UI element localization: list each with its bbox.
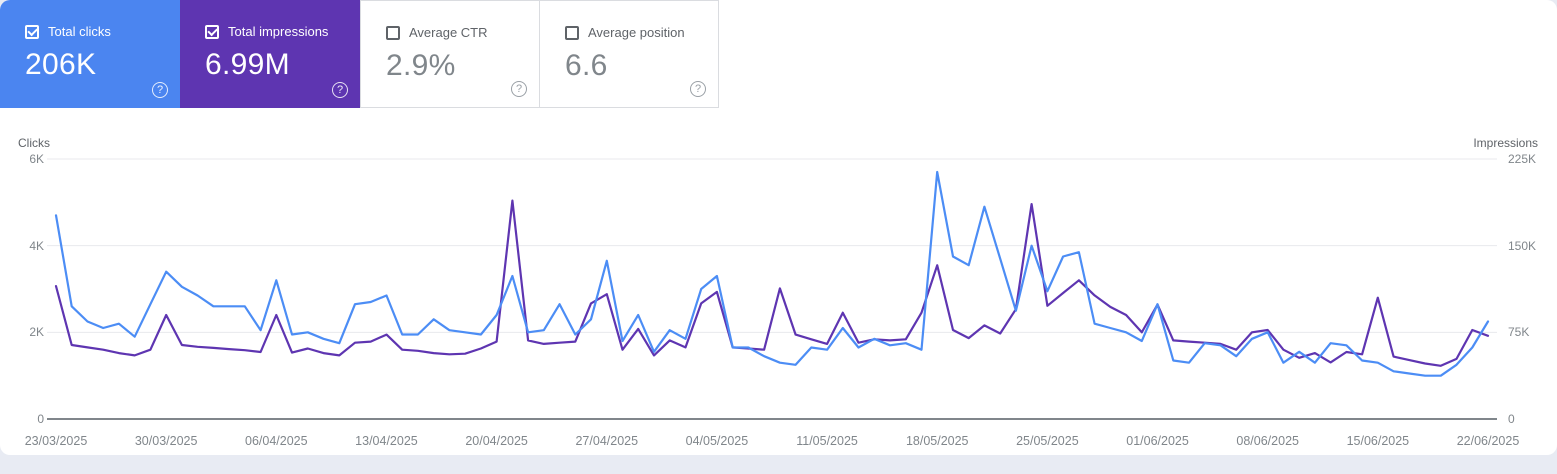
right-axis-tick: 150K xyxy=(1508,238,1537,253)
date-label: 20/04/2025 xyxy=(465,434,528,448)
left-axis-title: Clicks xyxy=(18,136,50,150)
metric-card-label: Average CTR xyxy=(409,25,488,40)
left-axis-tick: 2K xyxy=(29,325,44,340)
date-label: 06/04/2025 xyxy=(245,434,308,448)
left-axis-tick: 4K xyxy=(29,238,44,253)
metric-card-total-clicks[interactable]: Total clicks 206K ? xyxy=(0,0,180,108)
date-label: 27/04/2025 xyxy=(575,434,639,448)
metric-card-total-impressions[interactable]: Total impressions 6.99M ? xyxy=(180,0,360,108)
average-position-checkbox[interactable] xyxy=(565,25,579,40)
metric-card-label: Average position xyxy=(588,25,685,40)
date-label: 01/06/2025 xyxy=(1126,434,1189,448)
metric-card-value: 6.99M xyxy=(205,48,290,81)
metric-card-average-position[interactable]: Average position 6.6 ? xyxy=(539,0,719,108)
metric-card-label: Total impressions xyxy=(228,24,329,39)
total-clicks-checkbox[interactable] xyxy=(25,24,39,39)
metric-card-value: 206K xyxy=(25,48,97,81)
performance-chart xyxy=(47,158,1497,420)
metric-card-value: 2.9% xyxy=(386,49,456,82)
date-label: 11/05/2025 xyxy=(796,434,858,448)
date-label: 08/06/2025 xyxy=(1236,434,1299,448)
help-icon[interactable]: ? xyxy=(332,82,348,98)
metric-card-header: Total clicks xyxy=(0,0,180,39)
metric-card-average-ctr[interactable]: Average CTR 2.9% ? xyxy=(360,0,540,108)
date-label: 04/05/2025 xyxy=(685,434,749,448)
date-label: 30/03/2025 xyxy=(134,434,198,448)
help-icon[interactable]: ? xyxy=(511,81,527,97)
average-ctr-checkbox[interactable] xyxy=(386,25,400,40)
performance-panel: Total clicks 206K ? Total impressions 6.… xyxy=(0,0,1557,455)
right-axis-title: Impressions xyxy=(1473,136,1538,150)
date-label: 25/05/2025 xyxy=(1016,434,1079,448)
help-icon[interactable]: ? xyxy=(152,82,168,98)
help-icon[interactable]: ? xyxy=(690,81,706,97)
left-axis-tick: 6K xyxy=(29,152,44,166)
left-axis-tick: 0 xyxy=(37,412,44,426)
right-axis-tick: 225K xyxy=(1508,152,1537,166)
metric-card-header: Average CTR xyxy=(361,1,539,40)
date-label: 22/06/2025 xyxy=(1456,434,1520,448)
metric-card-value: 6.6 xyxy=(565,49,608,82)
metric-card-header: Average position xyxy=(540,1,718,40)
date-label: 23/03/2025 xyxy=(24,434,88,448)
total-impressions-checkbox[interactable] xyxy=(205,24,219,39)
metric-cards-row: Total clicks 206K ? Total impressions 6.… xyxy=(0,0,719,108)
metric-card-label: Total clicks xyxy=(48,24,111,39)
right-axis-tick: 0 xyxy=(1508,412,1515,426)
right-axis-tick: 75K xyxy=(1508,325,1530,340)
metric-card-header: Total impressions xyxy=(180,0,360,39)
chart-plot-area[interactable] xyxy=(47,159,1497,419)
date-label: 13/04/2025 xyxy=(355,434,418,448)
date-label: 18/05/2025 xyxy=(905,434,969,448)
clicks-line xyxy=(54,170,1490,377)
impressions-line xyxy=(54,199,1490,367)
date-label: 15/06/2025 xyxy=(1346,434,1410,448)
